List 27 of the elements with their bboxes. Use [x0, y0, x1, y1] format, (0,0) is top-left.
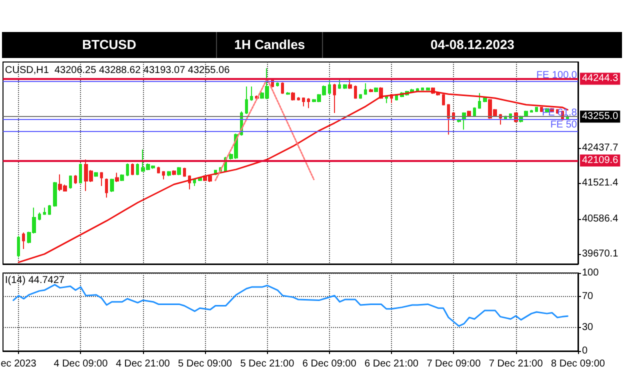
- y-tick-label: 0: [582, 346, 588, 356]
- x-tick-label: 6 Dec 09:00: [302, 358, 357, 370]
- chart-title: BTCUSD: [81, 36, 138, 54]
- y-tick-label: 100: [582, 268, 600, 278]
- y-tick-label: 40586.4: [582, 213, 619, 224]
- x-tick-label: 5 Dec 21:00: [240, 358, 295, 370]
- x-tick-label: 7 Dec 21:00: [488, 358, 544, 370]
- x-tick-label: 7 Dec 09:00: [426, 358, 482, 370]
- y-tick-label: 70: [582, 290, 594, 302]
- ref-line-label: 43255.0: [582, 111, 619, 122]
- ref-line-label: FE 50: [550, 119, 578, 130]
- y-tick-label: 30: [582, 322, 594, 334]
- annotation: I(14) 44.7427: [5, 275, 64, 286]
- ref-line-label: 44244.3: [582, 73, 619, 84]
- x-tick-label: 6 Dec 21:00: [364, 358, 419, 370]
- chart-subtitle: 1H Candles: [216, 32, 322, 58]
- x-tick-label: 5 Dec 09:00: [178, 358, 232, 370]
- x-tick-label: 4 Dec 21:00: [116, 358, 170, 370]
- annotation: CUSD,H1 43206.25 43288.62 43193.07 43255.06: [5, 65, 230, 76]
- x-tick-label: ec 2023: [0, 358, 37, 370]
- text: 04-08.12.2023: [322, 32, 622, 58]
- y-tick-label: 41521.4: [582, 178, 619, 189]
- x-tick-label: 8 Dec 09:00: [551, 358, 606, 370]
- x-tick-label: 4 Dec 09:00: [54, 358, 108, 370]
- y-tick-label: 39670.1: [582, 248, 619, 260]
- ref-line-label: 42109.6: [582, 155, 619, 166]
- y-tick-label: 42437.7: [582, 142, 619, 154]
